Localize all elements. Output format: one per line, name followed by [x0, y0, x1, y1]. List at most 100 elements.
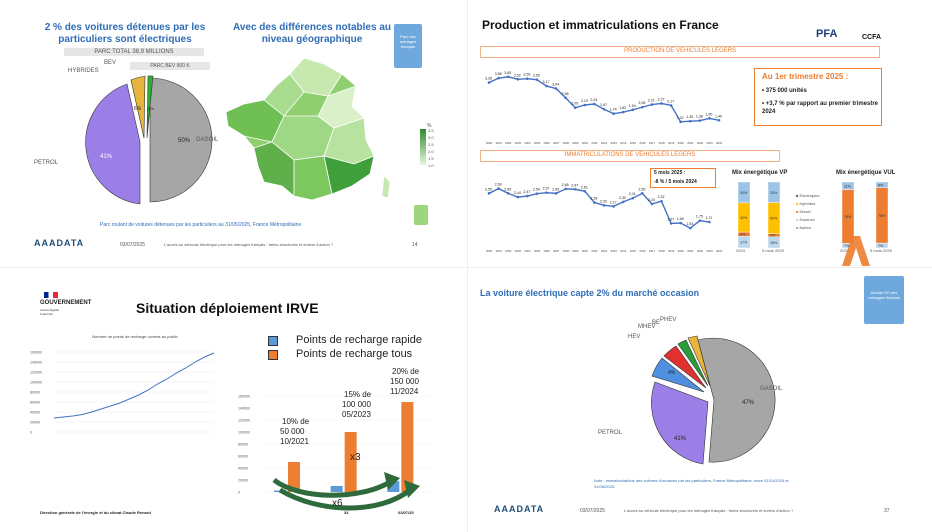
mix-legend-2-text: Diesel — [799, 209, 811, 214]
legend-gasoil-vo: GASOIL — [760, 386, 783, 392]
ann2-line1: 15% de — [344, 390, 372, 399]
data-point — [602, 203, 606, 207]
map-legend-v3: 2.0 — [428, 149, 434, 154]
x-tick-label: 2019 — [668, 249, 675, 253]
y-tick-label: 160000 — [238, 395, 250, 399]
map-region-d — [225, 99, 285, 143]
irve-line — [53, 352, 215, 419]
x-tick-label: 2015 — [630, 141, 637, 145]
x-tick-label: 2024 — [716, 249, 723, 253]
irve-bar — [344, 432, 357, 492]
panel2-title: Production et immatriculations en France — [482, 18, 719, 32]
x-tick-label: 2024 — [716, 141, 723, 145]
label-hev-vo-pct: 4% — [668, 370, 676, 376]
data-point — [688, 119, 692, 123]
used-pie-group: 47% 41% 4% — [651, 335, 776, 465]
data-label: 2,08 — [638, 101, 645, 105]
map-legend-scale — [420, 129, 426, 165]
data-point — [660, 102, 663, 105]
fleet-pie-group: 50% 41% 6% 2% — [85, 75, 213, 205]
x-tick-label: 2001 — [496, 141, 503, 145]
energy-mix-bars: 17% 6% 42% 30% 18% 5% 50% 33% 7% 78% 11% 7% 78% 8% — [737, 181, 889, 249]
data-label: 1,32 — [677, 116, 684, 120]
x-tick-label: 2007 — [553, 249, 560, 253]
data-point — [698, 219, 702, 222]
data-label: 2,17 — [667, 99, 674, 103]
fleet-pie-chart: 50% 41% 6% 2% — [85, 75, 213, 205]
mix-x-3: 5 mois 2025 — [870, 248, 892, 253]
irve-bar — [288, 462, 300, 492]
map-region-g — [253, 141, 295, 197]
data-label: 2,41 — [629, 192, 636, 196]
slice-mhev-vo — [663, 345, 707, 389]
mix-value-label: 6% — [740, 233, 746, 237]
immat-header-box — [480, 150, 780, 162]
label-bev-pct: 2% — [148, 106, 154, 111]
data-label: 1,97 — [600, 103, 607, 107]
q1-bullet-2-text: +3,7 % par rapport au premier trimestre … — [762, 101, 878, 115]
orange-shape — [842, 236, 870, 266]
mix-legend-2: ■ Diesel — [796, 209, 811, 214]
data-label: 2,57 — [543, 187, 550, 191]
arrow-x6-head — [404, 480, 420, 498]
used-market-pie-chart: 47% 41% 4% — [651, 335, 776, 465]
parc-bev-label: PARC BEV 900 K — [130, 62, 210, 70]
slice-be-vo — [677, 339, 709, 387]
x-tick-label: 2023 — [706, 249, 713, 253]
legend-mhev-vo: MHEV — [638, 324, 656, 330]
legend-hybrides: HYBRIDES — [68, 68, 99, 74]
mix-value-label: 7% — [878, 244, 884, 248]
ccfa-logo: CCFA — [862, 34, 882, 41]
registrations-line-chart: 2,552,692,552,44 2,472,54 2,57 2,552,68 2,67… — [485, 183, 723, 253]
data-label: 1,53 — [686, 222, 693, 226]
mix-x-0: 2024 — [736, 248, 745, 253]
y-tick-label: 120000 — [238, 419, 250, 423]
data-label: 1,67 — [667, 217, 674, 221]
data-label: 2,56 — [562, 92, 569, 96]
mix-value-label: 42% — [740, 216, 748, 220]
data-point — [506, 75, 510, 79]
ann1-line1: 10% de — [282, 417, 310, 426]
data-point — [708, 117, 711, 120]
x-tick-label: 2003 — [515, 141, 522, 145]
data-point — [487, 192, 491, 195]
data-label: 3,58 — [495, 72, 502, 76]
data-point — [583, 190, 587, 193]
panel1-title: 2 % des voitures détenues par les partic… — [44, 22, 206, 45]
data-label: 3,55 — [523, 73, 530, 77]
data-label: 2,47 — [523, 190, 530, 194]
panel4-title: La voiture électrique capte 2% du marché… — [480, 288, 700, 298]
panel4-footer: L'accès au véhicule électrique pour les … — [624, 508, 794, 513]
label-petrol-pct: 41% — [100, 154, 113, 160]
x-tick-label: 2005 — [534, 141, 541, 145]
immat-box-line1: 5 mois 2025 : — [654, 170, 686, 176]
map-legend-v2: 2.5 — [428, 142, 434, 147]
legend-all-label: Points de recharge tous — [296, 348, 413, 360]
data-point — [621, 200, 625, 204]
data-label: 2,69 — [495, 183, 502, 187]
data-label: 2,44 — [514, 191, 521, 195]
map-corsica — [381, 175, 391, 199]
x-tick-label: 2020 — [678, 249, 685, 253]
x-tick-label: 2002 — [505, 249, 512, 253]
slice-hev-vo — [651, 357, 705, 393]
data-label: 2,19 — [581, 99, 588, 103]
y-tick-label: 60000 — [30, 401, 40, 405]
data-point — [612, 205, 615, 208]
charging-points-bar-chart: 0 20000 40000 60000 80000 100000 120000 140000 1… — [238, 395, 432, 495]
slice-petrol — [85, 83, 141, 205]
decorative-orange-arrow — [842, 236, 870, 266]
data-point — [573, 106, 577, 109]
data-label: 1,35 — [686, 115, 693, 119]
data-label: 3,04 — [552, 83, 559, 87]
label-hyb-pct: 6% — [134, 106, 142, 112]
x-tick-label: 2011 — [591, 141, 597, 145]
panel1-note: Parc roulant de voitures détenues par le… — [100, 222, 302, 228]
data-point — [535, 78, 539, 81]
panel4-note: Note : immatriculations des voitures d'o… — [594, 478, 789, 489]
x-tick-label: 2012 — [601, 249, 608, 253]
x-tick-label: 2004 — [524, 249, 531, 253]
data-point — [708, 220, 711, 224]
mix-x-2: 2024 — [840, 248, 849, 253]
charging-points-line-chart: 0 20000 40000 60000 80000 100000 120000 140000 1… — [30, 351, 215, 435]
